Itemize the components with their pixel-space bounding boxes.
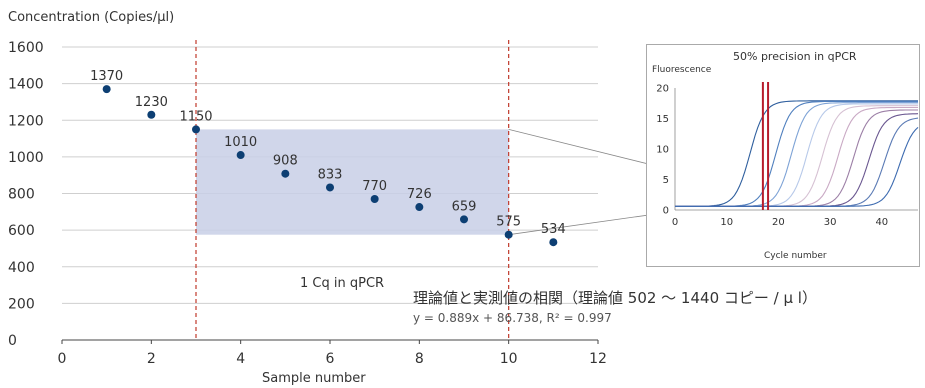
y-tick-label: 200 xyxy=(8,296,35,312)
inset-y-tick-label: 10 xyxy=(656,145,669,156)
y-tick-label: 600 xyxy=(8,223,35,239)
y-tick-label: 1600 xyxy=(8,40,44,56)
data-label: 1230 xyxy=(135,95,168,110)
inset-y-tick-label: 15 xyxy=(656,114,669,125)
inset-title: 50% precision in qPCR xyxy=(733,50,857,63)
data-point xyxy=(281,169,290,178)
y-tick-label: 0 xyxy=(8,333,17,349)
data-label: 726 xyxy=(407,187,432,202)
inset-x-tick-label: 20 xyxy=(772,217,785,228)
amplification-curve xyxy=(675,117,919,207)
x-tick-label: 0 xyxy=(58,351,67,367)
amplification-curve xyxy=(675,103,918,207)
y-tick-label: 400 xyxy=(8,260,35,276)
inset-y-tick-label: 0 xyxy=(663,206,669,217)
data-point xyxy=(370,194,379,203)
inset-x-axis-label: Cycle number xyxy=(764,251,827,261)
data-point xyxy=(460,215,468,224)
data-label: 833 xyxy=(318,167,343,182)
data-label: 575 xyxy=(496,215,521,230)
inset-x-tick-label: 10 xyxy=(720,217,733,228)
inset-x-tick-label: 0 xyxy=(672,217,678,228)
amplification-curve xyxy=(675,127,919,207)
x-tick-label: 2 xyxy=(147,351,156,367)
amplification-curve xyxy=(675,113,919,207)
inset-y-tick-label: 20 xyxy=(656,84,669,95)
x-axis-label: Sample number xyxy=(262,371,366,386)
x-tick-label: 8 xyxy=(415,351,424,367)
x-tick-label: 6 xyxy=(326,351,335,367)
data-label: 908 xyxy=(273,154,298,169)
data-label: 1010 xyxy=(224,135,257,150)
y-tick-label: 1400 xyxy=(8,77,44,93)
data-label: 770 xyxy=(362,179,387,194)
y-tick-label: 800 xyxy=(8,187,35,203)
data-label: 1370 xyxy=(90,69,123,84)
x-tick-label: 4 xyxy=(236,351,245,367)
amplification-curve xyxy=(675,106,918,207)
inset-y-axis-label: Fluorescence xyxy=(652,65,712,75)
y-tick-label: 1200 xyxy=(8,113,44,129)
data-point xyxy=(102,85,111,94)
data-point xyxy=(504,230,513,239)
data-point xyxy=(549,238,558,247)
data-point xyxy=(326,183,334,192)
amplification-curve xyxy=(675,105,918,207)
inset-frame xyxy=(646,44,920,267)
data-point xyxy=(236,151,245,160)
amplification-curve xyxy=(675,109,918,207)
data-label: 1150 xyxy=(179,109,212,124)
data-label: 534 xyxy=(541,222,566,237)
inset-x-tick-label: 30 xyxy=(824,217,837,228)
inset-y-tick-label: 5 xyxy=(663,175,669,186)
inset-x-tick-label: 40 xyxy=(875,217,888,228)
x-tick-label: 10 xyxy=(500,351,518,367)
x-tick-label: 12 xyxy=(589,351,607,367)
regression-equation: y = 0.889x + 86.738, R² = 0.997 xyxy=(413,311,612,325)
correlation-caption: 理論値と実測値の相関（理論値 502 〜 1440 コピー / µ l） xyxy=(413,289,817,307)
amplification-curve xyxy=(675,100,918,207)
data-point xyxy=(415,203,424,212)
amplification-curve xyxy=(675,100,918,207)
data-point xyxy=(147,110,156,119)
data-point xyxy=(192,125,200,134)
data-label: 659 xyxy=(452,199,477,214)
range-shaded-region xyxy=(196,129,509,235)
y-axis-label: Concentration (Copies/µl) xyxy=(8,10,175,25)
amplification-curve xyxy=(675,102,918,207)
cq-annotation: 1 Cq in qPCR xyxy=(300,276,385,291)
y-tick-label: 1000 xyxy=(8,150,44,166)
